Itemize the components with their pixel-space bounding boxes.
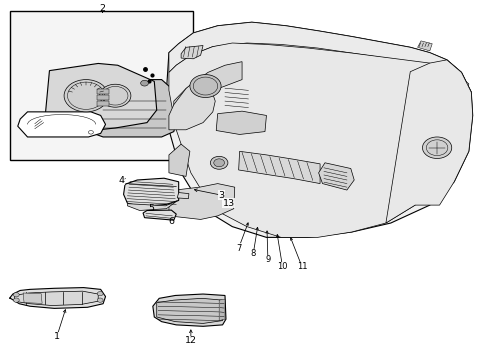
Circle shape [189,75,221,98]
Polygon shape [157,298,222,323]
Bar [97,95,109,100]
Circle shape [422,137,451,158]
Text: 1: 1 [54,332,60,341]
Polygon shape [168,184,234,220]
Polygon shape [216,111,266,134]
Polygon shape [238,151,320,184]
Text: 2: 2 [99,4,105,13]
Circle shape [100,84,131,107]
Polygon shape [177,193,188,199]
Polygon shape [9,288,105,309]
Text: 9: 9 [264,255,270,264]
Text: 4: 4 [119,176,124,185]
Polygon shape [14,291,98,306]
Polygon shape [166,22,472,237]
Circle shape [97,298,103,302]
Polygon shape [385,60,472,223]
Polygon shape [168,22,470,92]
Text: 6: 6 [168,217,174,226]
Polygon shape [219,299,224,320]
Text: 8: 8 [250,249,255,258]
Circle shape [97,292,103,296]
Text: 13: 13 [223,199,234,208]
Text: 11: 11 [296,262,306,271]
Circle shape [64,80,108,112]
Bar [10,12,193,160]
Text: 5: 5 [147,204,154,213]
Polygon shape [318,163,353,190]
Bar [97,102,109,107]
Polygon shape [168,43,468,237]
Polygon shape [123,178,178,207]
Polygon shape [127,201,177,211]
Polygon shape [18,112,105,137]
Polygon shape [181,45,203,59]
Circle shape [13,298,19,302]
Text: 10: 10 [277,262,287,271]
Text: 3: 3 [218,190,224,199]
Polygon shape [23,293,42,303]
Circle shape [213,159,224,167]
Polygon shape [44,63,157,130]
Polygon shape [168,144,189,176]
Text: 12: 12 [184,336,197,345]
Text: 7: 7 [236,244,241,253]
Polygon shape [417,41,431,51]
Polygon shape [173,62,242,116]
Polygon shape [168,76,215,130]
Polygon shape [153,294,225,326]
Circle shape [210,156,227,169]
Polygon shape [93,80,176,137]
Circle shape [13,293,19,297]
Circle shape [141,80,148,86]
Polygon shape [143,210,176,220]
Bar [97,89,109,94]
